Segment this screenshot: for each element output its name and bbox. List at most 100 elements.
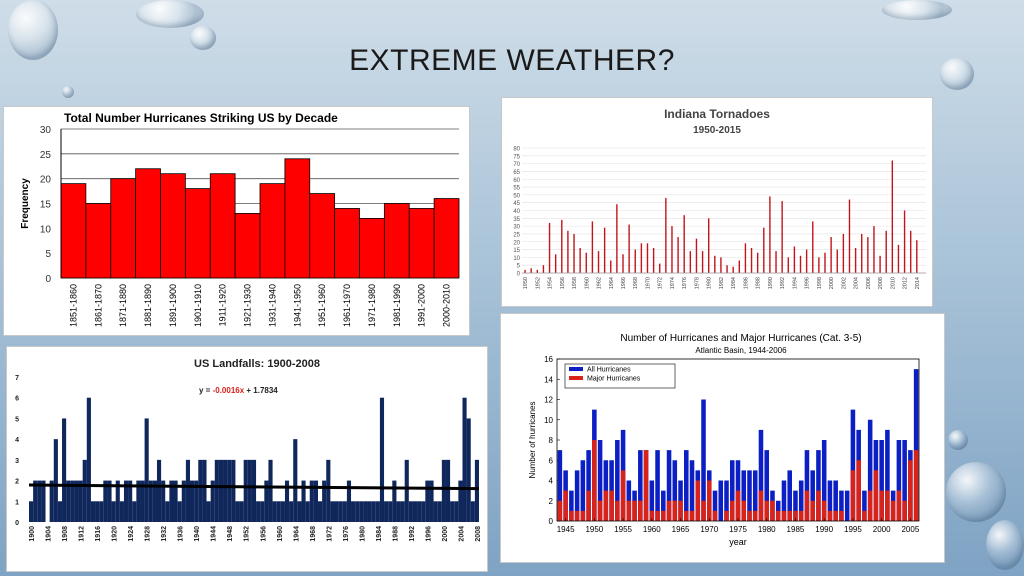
bar xyxy=(132,501,137,522)
bar xyxy=(396,501,401,522)
bar-major-hurricanes xyxy=(787,510,792,521)
x-tick-label: 1986 xyxy=(743,277,749,289)
bar xyxy=(462,397,467,522)
x-tick-label: 1955 xyxy=(614,525,632,534)
bar-major-hurricanes xyxy=(557,500,563,521)
x-tick-label: 1996 xyxy=(805,277,811,289)
x-tick-label: 1941-1950 xyxy=(292,284,302,327)
bar xyxy=(198,459,203,522)
bar-major-hurricanes xyxy=(678,500,683,521)
bar xyxy=(284,158,311,279)
bar-major-hurricanes xyxy=(793,510,798,521)
bar-all-hurricanes xyxy=(569,490,574,521)
bar-major-hurricanes xyxy=(781,510,787,521)
bar-major-hurricanes xyxy=(764,500,770,521)
x-tick-label: 1965 xyxy=(672,525,690,534)
bar-major-hurricanes xyxy=(856,460,861,521)
bar-major-hurricanes xyxy=(902,500,907,521)
bar xyxy=(144,418,149,522)
x-tick-label: 1972 xyxy=(658,277,664,289)
bar xyxy=(313,480,318,522)
bar xyxy=(433,501,438,522)
bar-all-hurricanes xyxy=(816,450,821,521)
legend-label: All Hurricanes xyxy=(587,367,631,374)
bar xyxy=(317,501,323,522)
y-tick-label: 7 xyxy=(15,375,19,382)
x-tick-label: 1881-1890 xyxy=(143,284,153,327)
bar xyxy=(421,501,426,522)
bar-major-hurricanes xyxy=(729,500,735,521)
x-tick-label: 1980 xyxy=(707,277,713,289)
x-tick-label: 2012 xyxy=(903,277,909,289)
water-droplet-icon xyxy=(136,0,204,28)
chart-panel-us-landfalls: US Landfalls: 1900-2008 y = -0.0016x + 1.… xyxy=(6,346,488,572)
bar xyxy=(293,439,298,522)
bar xyxy=(359,501,364,522)
bar xyxy=(57,501,63,522)
x-tick-label: 1901-1910 xyxy=(193,284,203,327)
y-tick-label: 10 xyxy=(544,416,553,425)
x-tick-label: 1958 xyxy=(572,277,578,289)
water-droplet-icon xyxy=(940,58,974,90)
y-tick-label: 0 xyxy=(517,272,521,278)
x-tick-label: 1916 xyxy=(95,526,102,542)
chart-panel-hurricanes-major: Number of Hurricanes and Major Hurricane… xyxy=(500,313,945,563)
water-droplet-icon xyxy=(8,0,58,60)
x-tick-label: 1975 xyxy=(729,525,747,534)
bar-major-hurricanes xyxy=(597,500,603,521)
chart-subtitle: Atlantic Basin, 1944-2006 xyxy=(695,346,787,355)
x-tick-label: 1984 xyxy=(731,277,737,289)
bar xyxy=(342,501,347,522)
x-tick-label: 1952 xyxy=(535,277,541,289)
bar-all-hurricanes xyxy=(689,460,695,521)
bar xyxy=(322,480,327,522)
trend-equation: y = -0.0016x + 1.7834 xyxy=(199,386,278,395)
water-droplet-icon xyxy=(190,26,216,50)
bar xyxy=(379,397,385,522)
bar xyxy=(119,501,124,522)
bar-major-hurricanes xyxy=(770,500,775,521)
bar xyxy=(375,501,380,522)
x-tick-label: 1980 xyxy=(758,525,776,534)
bar xyxy=(185,459,191,522)
bar xyxy=(470,501,475,522)
bar xyxy=(74,480,79,522)
bar xyxy=(334,501,339,522)
plot-frame xyxy=(556,358,920,522)
bar-major-hurricanes xyxy=(649,510,655,521)
equation-slope: -0.0016x xyxy=(213,386,245,395)
x-tick-label: 1912 xyxy=(79,526,86,542)
x-tick-label: 1851-1860 xyxy=(68,284,78,327)
x-tick-label: 1985 xyxy=(787,525,805,534)
bar xyxy=(346,480,352,522)
bar xyxy=(408,501,413,522)
bar-all-hurricanes xyxy=(580,460,586,521)
y-tick-label: 3 xyxy=(15,458,19,465)
bar xyxy=(194,480,199,522)
bar-major-hurricanes xyxy=(827,510,833,521)
x-tick-label: 1956 xyxy=(260,526,267,542)
x-tick-label: 1964 xyxy=(293,526,300,542)
bar xyxy=(110,178,137,279)
bar-all-hurricanes xyxy=(867,419,873,521)
bar xyxy=(450,501,455,522)
bar xyxy=(371,501,376,522)
bar xyxy=(326,459,331,522)
y-tick-label: 16 xyxy=(544,355,553,364)
y-tick-label: 50 xyxy=(513,193,520,199)
bar xyxy=(272,501,277,522)
y-tick-label: 1 xyxy=(15,499,19,506)
bar-major-hurricanes xyxy=(879,490,884,521)
bar xyxy=(284,480,290,522)
bar-major-hurricanes xyxy=(638,500,643,521)
y-tick-label: 70 xyxy=(513,162,520,168)
bar-major-hurricanes xyxy=(752,510,758,521)
bar xyxy=(404,459,409,522)
bar xyxy=(309,480,314,522)
bar-all-hurricanes xyxy=(798,480,804,521)
bar-all-hurricanes xyxy=(844,490,850,521)
bar xyxy=(103,480,108,522)
bar xyxy=(454,501,459,522)
y-tick-label: 25 xyxy=(513,232,520,238)
bar xyxy=(37,480,42,522)
